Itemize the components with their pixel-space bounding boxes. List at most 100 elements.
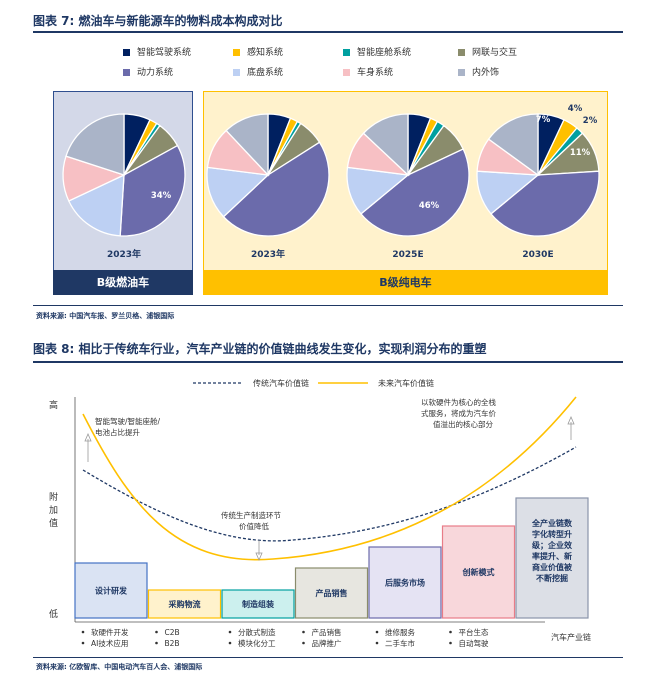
- legend-swatch-3: [343, 49, 350, 56]
- stage-4-bullet-dot-2: [302, 641, 305, 645]
- legend-item-5: 动力系统: [123, 65, 173, 78]
- legend-swatch-8: [458, 69, 465, 76]
- annotation-mid-line2: 价值降低: [239, 521, 269, 531]
- stage-6-bullet-2: 自动驾驶: [459, 638, 489, 648]
- pie-3-year-label: 2025E: [392, 250, 423, 260]
- pie-3-slice-5: [360, 148, 470, 237]
- stage-3-bullet-dot-1: [228, 630, 232, 634]
- legend-item-6: 底盘系统: [233, 65, 283, 78]
- stage-2-bullet-1: C2B: [165, 628, 180, 637]
- legend-label-1: 智能驾驶系统: [137, 48, 192, 58]
- fig8-title: 图表 8: 相比于传统车行业，汽车产业链的价值链曲线发生变化，实现利润分布的重塑: [33, 342, 487, 356]
- stage-5-bullet-1: 维修服务: [385, 627, 415, 637]
- pie-4-slice-8: [487, 113, 539, 177]
- y-axis-high: 高: [49, 399, 58, 411]
- pie-4-data-label-2: 2%: [583, 116, 598, 126]
- pie-1-slice-5: [119, 144, 186, 237]
- traditional-value-chain-curve: [82, 446, 577, 542]
- annotation-left-line2: 电池占比提升: [95, 427, 140, 437]
- stage-2-bullet-2: B2B: [165, 639, 180, 648]
- arrow-up-right-head: [567, 415, 575, 425]
- stage-2-bullet-dot-2: [155, 641, 158, 645]
- fig7-title: 图表 7: 燃油车与新能源车的物料成本构成对比: [33, 14, 283, 28]
- stage-4-label: 产品销售: [316, 588, 348, 598]
- fig7-panel-ev-label: B级纯电车: [203, 270, 608, 295]
- y-axis-label-1: 附: [49, 491, 58, 503]
- y-axis-low: 低: [49, 608, 58, 620]
- annotation-left-line1: 智能驾驶/智能座舱/: [95, 416, 161, 426]
- fig7-source: 资料来源: 中国汽车报、罗兰贝格、浦银国际: [36, 312, 175, 320]
- stage-box-6: [441, 525, 516, 619]
- stage-6-bullet-dot-1: [449, 630, 452, 634]
- legend-item-3: 智能座舱系统: [343, 45, 411, 58]
- pie-1-slice-6: [67, 173, 125, 237]
- y-axis-label-2: 加: [49, 505, 58, 516]
- legend-swatch-1: [123, 49, 130, 56]
- pie-4-data-label-3: 11%: [570, 148, 591, 158]
- legend-item-2: 感知系统: [233, 45, 283, 58]
- arrow-up-left-head: [84, 432, 92, 442]
- stage-1-label: 设计研发: [95, 586, 128, 596]
- fig7-source-rule: [33, 305, 623, 306]
- pie-4-data-label-1: 4%: [568, 104, 583, 114]
- legend-label-4: 网联与交互: [472, 48, 518, 58]
- legend-label-8: 内外饰: [472, 68, 500, 78]
- legend-label-7: 车身系统: [357, 68, 394, 78]
- pie-4-slice-5: [490, 170, 600, 237]
- pie-2-slice-6: [206, 166, 270, 218]
- pie-1-data-label-4: 34%: [151, 191, 172, 201]
- fig7-pie-charts: 34% 2023年 2023年 46% 2025E 7% 4%2% 11% 2030E: [62, 104, 600, 260]
- legend-swatch-7: [343, 69, 350, 76]
- fig8-source-rule: [33, 657, 623, 658]
- fig8-title-rule: [33, 361, 623, 363]
- stage-1-bullet-dot-2: [81, 641, 85, 645]
- legend-label-3: 智能座舱系统: [357, 48, 412, 58]
- stage-6-label: 创新模式: [462, 567, 495, 577]
- y-axis-label-3: 值: [49, 517, 58, 529]
- legend-swatch-4: [458, 49, 465, 56]
- stage-5-bullet-dot-1: [375, 630, 379, 634]
- legend-item-7: 车身系统: [343, 65, 393, 78]
- pie-4-year-label: 2030E: [522, 250, 553, 260]
- legend-item-4: 网联与交互: [458, 45, 517, 58]
- annotation-mid-line1: 传统生产制造环节: [221, 510, 281, 520]
- pie-1-year-label: 2023年: [107, 248, 141, 260]
- pie-1-slice-8: [65, 113, 125, 176]
- pie-2-slice-8: [225, 113, 269, 177]
- legend-swatch-5: [123, 69, 130, 76]
- stage-box-2: [147, 589, 222, 619]
- stage-box-5: [368, 546, 442, 619]
- stage-2-bullet-dot-1: [155, 630, 158, 634]
- stage-7-label-line-2: 字化转型升: [532, 529, 572, 539]
- stage-6-bullet-1: 平台生态: [459, 627, 489, 637]
- stage-7-label-line-1: 全产业链数: [531, 518, 573, 528]
- pie-2-slice-5: [222, 141, 330, 237]
- stage-1-bullet-1: 软硬件开发: [91, 627, 129, 637]
- legend-item-8: 内外饰: [458, 65, 499, 78]
- legend-label-2: 感知系统: [247, 48, 284, 58]
- legend-traditional-label: 传统汽车价值链: [253, 378, 309, 388]
- stage-2-label: 采购物流: [168, 599, 201, 609]
- fig8-source: 资料来源: 亿欧智库、中国电动汽车百人会、浦银国际: [36, 663, 203, 671]
- arrow-down-mid-head: [255, 552, 263, 562]
- stage-5-label: 后服务市场: [385, 578, 425, 588]
- legend-item-1: 智能驾驶系统: [123, 45, 191, 58]
- stage-1-bullet-dot-1: [81, 630, 85, 634]
- stage-7-label-line-6: 不断挖掘: [536, 573, 568, 583]
- stage-5-bullet-dot-2: [375, 641, 379, 645]
- stage-box-4: [294, 567, 369, 619]
- stage-box-1: [74, 562, 148, 619]
- stage-4-bullet-1: 产品销售: [312, 627, 342, 637]
- annotation-right-line3: 值溢出的核心部分: [433, 419, 493, 429]
- stage-box-3: [221, 589, 295, 619]
- pie-4-data-label-0: 7%: [536, 115, 551, 125]
- legend-future-label: 未来汽车价值链: [378, 378, 434, 388]
- stage-7-label-line-5: 商业价值被: [532, 562, 572, 572]
- pie-3-data-label-4: 46%: [419, 201, 440, 211]
- stage-1-bullet-2: AI技术应用: [91, 638, 128, 648]
- legend-label-6: 底盘系统: [247, 68, 284, 78]
- stage-box-7: [515, 497, 589, 619]
- stage-3-bullet-dot-2: [228, 641, 232, 645]
- stage-3-label: 制造组装: [242, 599, 274, 609]
